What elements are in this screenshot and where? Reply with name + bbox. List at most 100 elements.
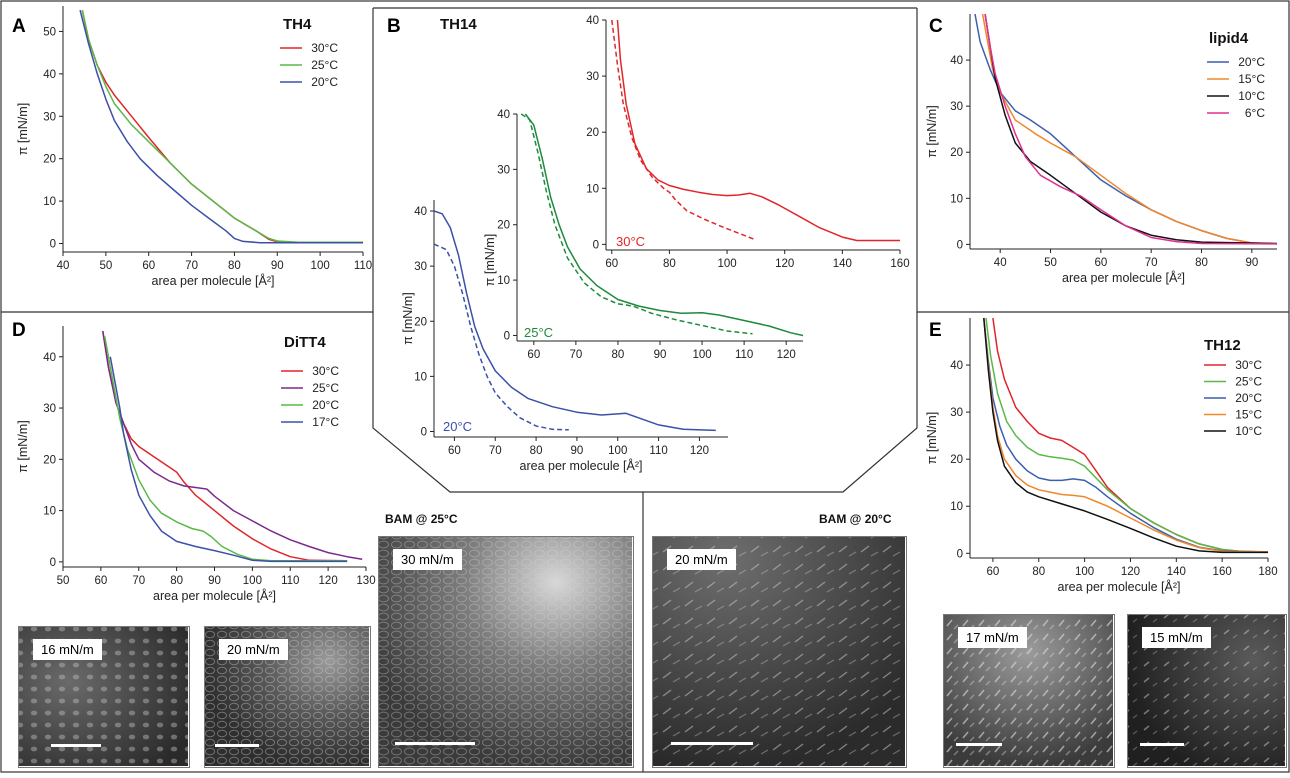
- y-tick-label: 20: [586, 127, 599, 139]
- legend-label: 25°C: [1235, 375, 1262, 389]
- y-tick-label: 40: [43, 69, 56, 81]
- y-tick-label: 50: [43, 26, 56, 38]
- y-tick-label: 40: [414, 206, 427, 218]
- x-tick-label: 130: [356, 575, 375, 587]
- x-tick-label: 110: [735, 349, 753, 361]
- series-line-25°C: [985, 317, 1268, 553]
- y-axis-label-b25: π [mN/m]: [483, 234, 497, 286]
- plot-d: 50 60 70 80 90 100 110 120 130 0 10 20 30 40 area per …: [16, 326, 376, 603]
- y-tick-label: 0: [957, 548, 963, 560]
- x-tick-label: 70: [1145, 257, 1158, 269]
- plot-b30: 60 80 100 120 140 160 0 10 20 30 40 30°C: [586, 15, 909, 270]
- inset-label-25: 25°C: [524, 325, 553, 340]
- panel-label-e: E: [929, 320, 942, 341]
- series-line-15°C: [983, 317, 1269, 553]
- x-tick-label: 120: [690, 445, 709, 457]
- x-tick-label: 140: [1167, 566, 1186, 578]
- y-tick-label: 30: [414, 261, 427, 273]
- y-tick-label: 20: [950, 454, 963, 466]
- series-line-b25-1: [520, 113, 753, 335]
- series-line-10°C: [984, 13, 1278, 245]
- x-tick-label: 100: [243, 575, 262, 587]
- bam-title-25: BAM @ 25°C: [385, 512, 458, 526]
- bam-image-label: 20 mN/m: [219, 639, 288, 660]
- x-tick-label: 90: [1245, 257, 1258, 269]
- legend-label: 30°C: [312, 364, 339, 378]
- x-tick-label: 160: [890, 258, 909, 270]
- x-tick-label: 100: [608, 445, 627, 457]
- chart-title: TH4: [283, 16, 312, 33]
- panel-label-d: D: [12, 320, 26, 341]
- x-tick-label: 50: [99, 260, 112, 272]
- x-tick-label: 100: [692, 349, 711, 361]
- scale-bar: [51, 744, 101, 747]
- series-line-20°C: [79, 10, 363, 244]
- x-tick-label: 90: [571, 445, 584, 457]
- y-axis-label: π [mN/m]: [925, 412, 939, 464]
- x-tick-label: 120: [319, 575, 338, 587]
- x-tick-label: 40: [994, 257, 1007, 269]
- bam-image-label: 20 mN/m: [667, 549, 736, 570]
- series-line-17°C: [109, 356, 348, 563]
- scale-bar: [671, 742, 753, 745]
- y-axis-label: π [mN/m]: [16, 103, 30, 155]
- y-tick-label: 30: [950, 407, 963, 419]
- y-tick-label: 0: [957, 239, 963, 251]
- bam-image-30: 30 mN/m: [378, 536, 634, 768]
- bam-image-label: 15 mN/m: [1142, 627, 1211, 648]
- y-tick-label: 20: [43, 154, 56, 166]
- x-tick-label: 40: [57, 260, 70, 272]
- y-axis-label: π [mN/m]: [16, 420, 30, 472]
- series-line-30°C: [102, 330, 348, 562]
- scale-bar: [1140, 743, 1184, 746]
- legend-label: 10°C: [1235, 424, 1262, 438]
- y-tick-label: 10: [414, 371, 427, 383]
- y-tick-label: 30: [586, 71, 599, 83]
- chart-title: DiTT4: [284, 334, 326, 351]
- series-line-20°C: [974, 13, 1278, 245]
- plot-a: 40 50 60 70 80 90 100 110 0 10 20 30 40 50 area per mo…: [16, 6, 372, 288]
- legend-label: 30°C: [311, 41, 338, 55]
- plot-c: 40 50 60 70 80 90 0 10 20 30 40 area per molecule […: [925, 13, 1278, 285]
- x-tick-label: 80: [1195, 257, 1208, 269]
- series-line-b20-1: [433, 243, 569, 431]
- series-line-10°C: [983, 317, 1268, 554]
- y-tick-label: 20: [414, 316, 427, 328]
- y-tick-label: 20: [43, 454, 56, 466]
- series-line-b30-0: [616, 19, 900, 242]
- x-tick-label: 80: [170, 575, 183, 587]
- x-tick-label: 90: [654, 349, 667, 361]
- legend-label: 20°C: [312, 398, 339, 412]
- y-tick-label: 30: [43, 403, 56, 415]
- legend-label: 30°C: [1235, 358, 1262, 372]
- series-line-6°C: [984, 13, 1278, 245]
- panel-label-a: A: [12, 16, 26, 37]
- x-tick-label: 100: [1075, 566, 1094, 578]
- legend-label: 17°C: [312, 415, 339, 429]
- scale-bar: [956, 743, 1002, 746]
- bam-image-15: 15 mN/m: [1127, 614, 1287, 768]
- y-tick-label: 10: [43, 196, 56, 208]
- legend-label: 20°C: [1238, 55, 1265, 69]
- x-tick-label: 50: [1044, 257, 1057, 269]
- y-tick-label: 30: [497, 164, 510, 176]
- bam-image-label: 17 mN/m: [958, 627, 1027, 648]
- x-tick-label: 60: [448, 445, 461, 457]
- chart-title: lipid4: [1209, 30, 1249, 47]
- y-tick-label: 0: [421, 426, 427, 438]
- series-line-b20-0: [433, 210, 716, 432]
- y-tick-label: 10: [43, 506, 56, 518]
- y-axis-label: π [mN/m]: [401, 292, 415, 344]
- x-tick-label: 180: [1258, 566, 1277, 578]
- x-tick-label: 120: [777, 349, 796, 361]
- y-tick-label: 30: [950, 101, 963, 113]
- y-tick-label: 0: [50, 557, 56, 569]
- x-tick-label: 100: [717, 258, 736, 270]
- x-tick-label: 140: [833, 258, 852, 270]
- y-tick-label: 40: [497, 109, 510, 121]
- y-tick-label: 10: [950, 193, 963, 205]
- x-tick-label: 60: [605, 258, 618, 270]
- x-tick-label: 70: [569, 349, 582, 361]
